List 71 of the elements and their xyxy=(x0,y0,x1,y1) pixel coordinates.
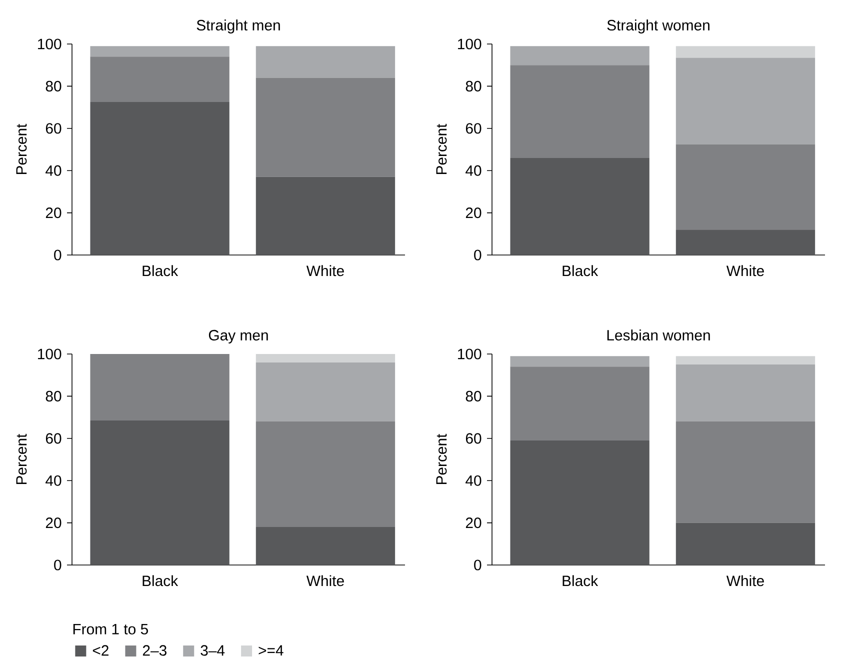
y-tick-label: 100 xyxy=(458,38,482,50)
x-tick-label: Black xyxy=(142,265,178,276)
y-tick-label: 40 xyxy=(46,475,62,486)
bar xyxy=(256,78,396,177)
y-tick-label: 100 xyxy=(38,348,62,360)
y-axis-title: Percent xyxy=(16,124,27,174)
bar xyxy=(90,354,230,420)
bar xyxy=(256,362,396,422)
legend-label: >=4 xyxy=(258,645,284,656)
y-tick-label: 80 xyxy=(466,390,482,402)
bar xyxy=(510,366,650,441)
chart-title: Straight women xyxy=(607,20,710,34)
bar xyxy=(256,46,396,78)
y-axis-title: Percent xyxy=(436,434,447,484)
y-axis-title: Percent xyxy=(436,124,447,174)
bar xyxy=(256,354,396,362)
bar xyxy=(510,356,650,367)
y-tick-label: 0 xyxy=(474,250,482,260)
bar xyxy=(676,422,816,523)
x-tick-label: White xyxy=(306,575,344,586)
y-tick-label: 80 xyxy=(46,80,62,92)
y-tick-label: 60 xyxy=(466,123,482,134)
y-tick-label: 0 xyxy=(474,560,482,570)
bar xyxy=(676,356,816,365)
x-tick-label: White xyxy=(726,575,764,586)
legend-label: 3–4 xyxy=(200,645,225,656)
y-axis-title: Percent xyxy=(16,434,27,484)
bar xyxy=(90,56,230,102)
bar xyxy=(90,46,230,57)
x-tick-label: White xyxy=(726,265,764,276)
bar xyxy=(90,102,230,256)
bar xyxy=(676,46,816,58)
legend-title: From 1 to 5 xyxy=(73,624,148,634)
y-tick-label: 60 xyxy=(46,123,62,134)
y-tick-label: 80 xyxy=(466,80,482,92)
bar xyxy=(256,422,396,528)
chart-title: Lesbian women xyxy=(607,330,710,341)
x-tick-label: White xyxy=(306,265,344,276)
y-tick-label: 0 xyxy=(54,250,62,260)
bar xyxy=(256,176,396,256)
y-tick-label: 40 xyxy=(466,475,482,486)
bar xyxy=(510,440,650,566)
bar xyxy=(676,144,816,230)
chart-title: Straight men xyxy=(196,20,280,34)
x-tick-label: Black xyxy=(562,575,598,586)
x-tick-label: Black xyxy=(562,265,598,276)
bar xyxy=(510,158,650,256)
bar xyxy=(510,65,650,158)
legend-label: 2–3 xyxy=(142,645,166,656)
bar xyxy=(676,364,816,422)
y-tick-label: 60 xyxy=(46,433,62,444)
y-tick-label: 60 xyxy=(466,433,482,444)
y-tick-label: 100 xyxy=(458,348,482,360)
y-tick-label: 40 xyxy=(46,165,62,176)
y-tick-label: 100 xyxy=(38,38,62,50)
bar xyxy=(256,527,396,566)
chart-title: Gay men xyxy=(208,330,268,344)
bar xyxy=(90,420,230,566)
bar xyxy=(510,46,650,66)
y-tick-label: 20 xyxy=(46,208,62,218)
y-tick-label: 20 xyxy=(466,518,482,528)
y-tick-label: 20 xyxy=(466,208,482,218)
bar xyxy=(676,522,816,566)
legend-label: <2 xyxy=(92,645,108,656)
y-tick-label: 0 xyxy=(54,560,62,570)
bar xyxy=(676,230,816,256)
x-tick-label: Black xyxy=(142,575,178,586)
y-tick-label: 40 xyxy=(466,165,482,176)
y-tick-label: 20 xyxy=(46,518,62,528)
y-tick-label: 80 xyxy=(46,390,62,402)
bar xyxy=(676,58,816,144)
